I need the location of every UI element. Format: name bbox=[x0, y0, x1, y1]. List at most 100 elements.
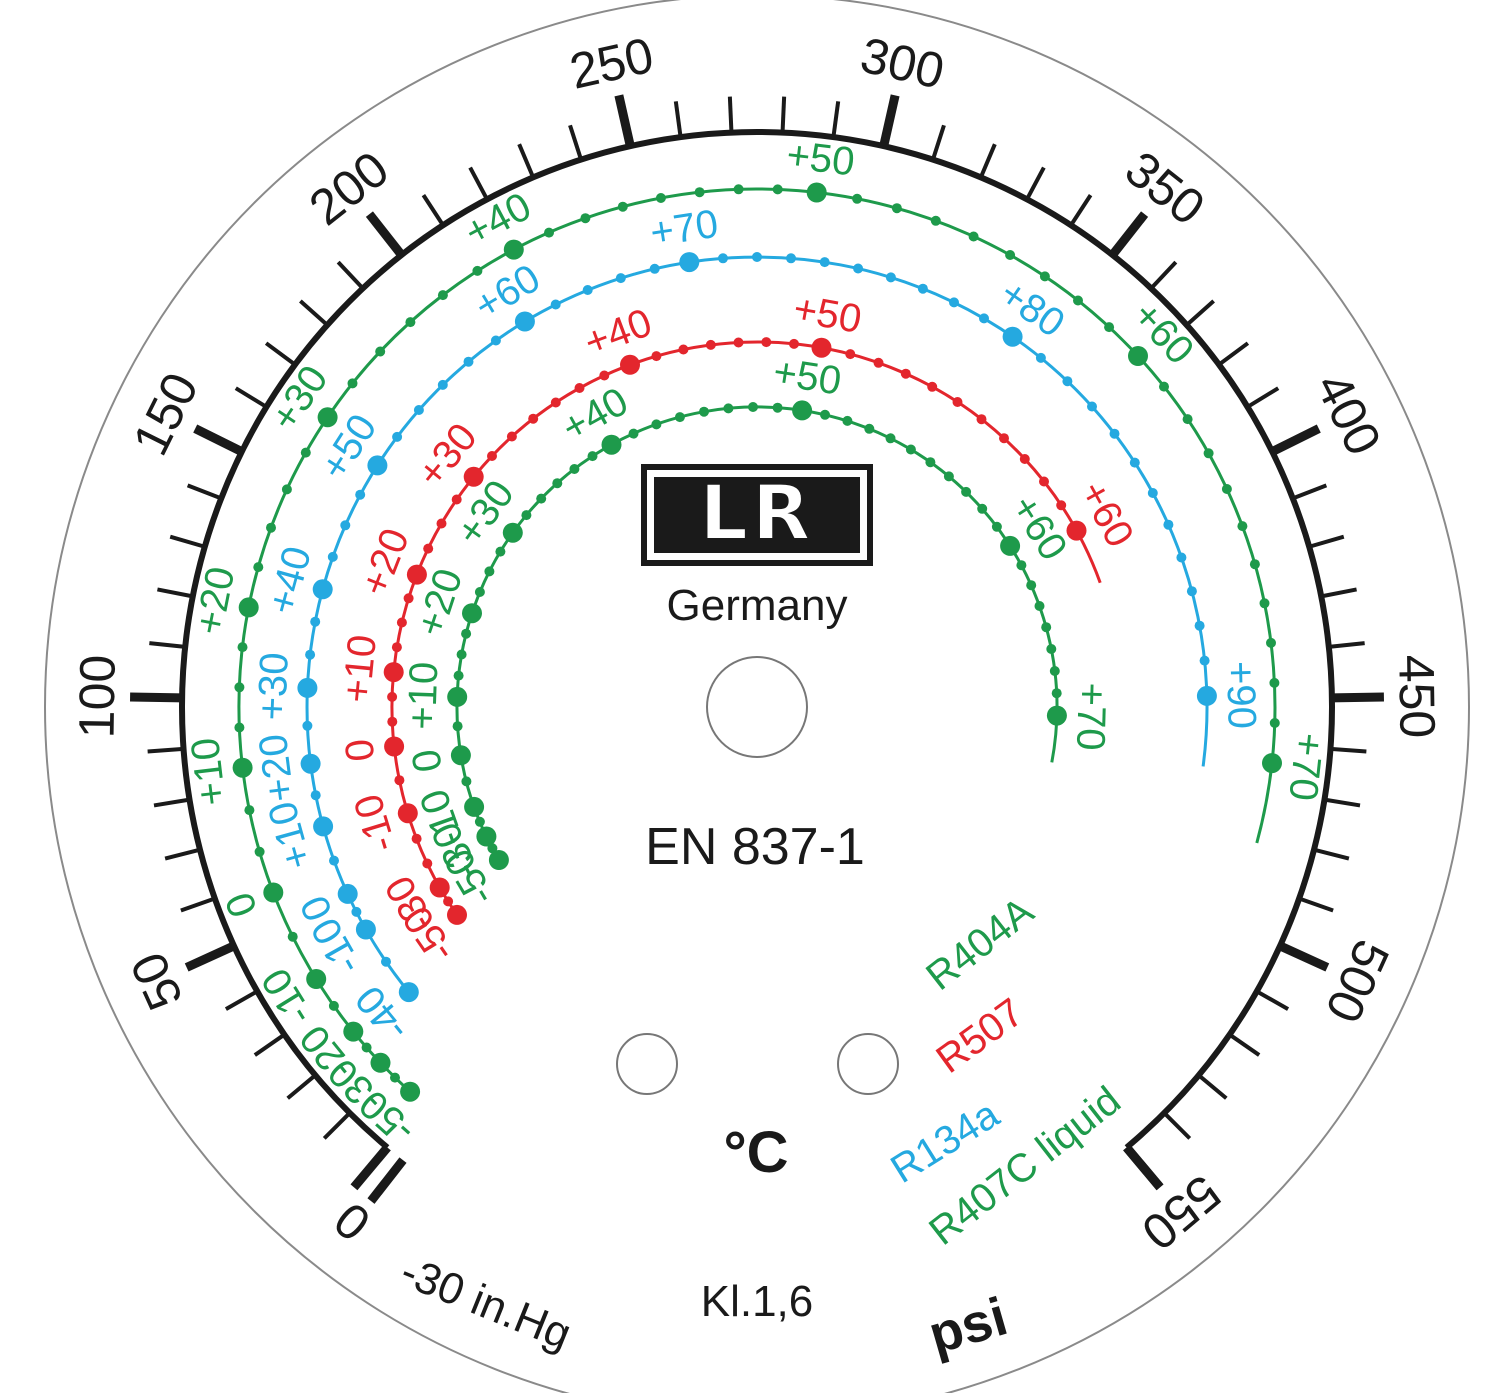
psi-minor-tick bbox=[780, 96, 787, 133]
ring-minor-dot bbox=[772, 184, 783, 195]
psi-label-100: 100 bbox=[68, 654, 125, 738]
ring-point bbox=[370, 1052, 391, 1073]
ring-minor-dot bbox=[392, 431, 403, 442]
ring-minor-dot bbox=[678, 344, 689, 355]
psi-minor-tick bbox=[157, 587, 194, 599]
ring-minor-dot bbox=[842, 415, 853, 426]
ring-arc-r407c-liquid bbox=[237, 187, 1277, 1093]
logo-plate bbox=[654, 477, 860, 553]
ring-minor-dot bbox=[587, 451, 598, 462]
ring-minor-dot bbox=[387, 691, 398, 702]
psi-minor-tick bbox=[322, 1111, 352, 1140]
ring-minor-dot bbox=[1176, 552, 1187, 563]
ring-point bbox=[1066, 520, 1087, 541]
ring-minor-dot bbox=[396, 617, 407, 628]
ring-point bbox=[398, 982, 419, 1003]
psi-minor-tick bbox=[1313, 847, 1350, 861]
ring-minor-dot bbox=[1259, 598, 1270, 609]
ring-arc-r507 bbox=[390, 340, 1102, 916]
ring-label: +70 bbox=[1280, 731, 1331, 803]
psi-major-tick bbox=[1270, 424, 1321, 456]
ring-point bbox=[488, 850, 509, 870]
center-hub bbox=[706, 656, 808, 758]
ring-point bbox=[476, 826, 497, 847]
ring-point bbox=[397, 803, 418, 824]
ring-minor-dot bbox=[599, 370, 610, 381]
psi-minor-tick bbox=[1162, 1111, 1192, 1140]
ring-minor-dot bbox=[300, 447, 311, 458]
ring-minor-dot bbox=[1005, 250, 1016, 260]
ring-minor-dot bbox=[1186, 586, 1197, 597]
ring-minor-dot bbox=[375, 346, 386, 357]
ring-minor-dot bbox=[329, 855, 339, 866]
ring-minor-dot bbox=[394, 775, 405, 786]
ring-minor-dot bbox=[968, 231, 979, 242]
ring-point bbox=[447, 686, 468, 707]
psi-minor-tick bbox=[978, 143, 997, 179]
ring-minor-dot bbox=[552, 478, 563, 489]
psi-minor-tick bbox=[1025, 166, 1046, 201]
psi-minor-tick bbox=[1246, 386, 1280, 409]
psi-major-tick bbox=[350, 1144, 391, 1191]
ring-minor-dot bbox=[1129, 457, 1140, 468]
ring-minor-dot bbox=[723, 403, 734, 414]
ring-minor-dot bbox=[733, 337, 744, 348]
ring-minor-dot bbox=[1182, 414, 1193, 425]
psi-minor-tick bbox=[727, 96, 734, 133]
ring-point bbox=[1000, 535, 1021, 556]
psi-minor-tick bbox=[517, 143, 536, 179]
ring-minor-dot bbox=[472, 265, 483, 276]
ring-label: +50 bbox=[770, 350, 844, 404]
ring-minor-dot bbox=[453, 670, 464, 681]
ring-minor-dot bbox=[451, 494, 462, 505]
ring-label: +90 bbox=[1218, 661, 1264, 730]
standard-label: EN 837-1 bbox=[645, 818, 865, 876]
ring-minor-dot bbox=[474, 816, 485, 827]
ring-minor-dot bbox=[310, 790, 321, 801]
ring-minor-dot bbox=[1266, 637, 1276, 648]
ring-minor-dot bbox=[351, 906, 362, 917]
ring-point bbox=[383, 662, 404, 683]
ring-minor-dot bbox=[705, 339, 716, 350]
ring-minor-dot bbox=[411, 833, 422, 844]
ring-point bbox=[1262, 753, 1282, 774]
ring-minor-dot bbox=[244, 805, 255, 816]
psi-minor-tick bbox=[1324, 797, 1361, 808]
ring-minor-dot bbox=[550, 397, 561, 408]
ring-minor-dot bbox=[361, 1042, 372, 1053]
psi-minor-tick bbox=[1149, 260, 1178, 290]
ring-minor-dot bbox=[991, 521, 1002, 532]
psi-minor-tick bbox=[264, 341, 297, 367]
ring-minor-dot bbox=[1104, 322, 1115, 333]
ring-point bbox=[601, 434, 622, 455]
ring-point bbox=[317, 407, 338, 428]
ring-minor-dot bbox=[287, 931, 298, 942]
psi-minor-tick bbox=[299, 299, 329, 327]
psi-label-450: 450 bbox=[1388, 654, 1445, 738]
ring-minor-dot bbox=[310, 616, 321, 627]
ring-label: +70 bbox=[647, 202, 721, 256]
ring-minor-dot bbox=[391, 642, 402, 653]
ring-minor-dot bbox=[328, 1000, 339, 1011]
ring-minor-dot bbox=[254, 846, 265, 857]
psi-scale-arc bbox=[179, 129, 1335, 1150]
ring-minor-dot bbox=[961, 486, 972, 497]
ring-minor-dot bbox=[718, 253, 728, 264]
ring-point bbox=[306, 969, 327, 989]
ring-minor-dot bbox=[355, 489, 366, 500]
ring-minor-dot bbox=[873, 357, 884, 368]
ring-label: +10 bbox=[400, 661, 446, 730]
ring-label: +50 bbox=[784, 133, 856, 185]
psi-minor-tick bbox=[1228, 1032, 1261, 1057]
ring-minor-dot bbox=[999, 433, 1009, 444]
ring-point bbox=[464, 796, 485, 817]
psi-minor-tick bbox=[1217, 341, 1250, 367]
ring-point bbox=[313, 816, 334, 837]
ring-minor-dot bbox=[536, 493, 547, 504]
ring-minor-dot bbox=[864, 423, 875, 434]
ring-minor-dot bbox=[390, 1072, 400, 1083]
ring-minor-dot bbox=[490, 335, 501, 346]
logo-text: LR bbox=[700, 468, 815, 557]
ring-minor-dot bbox=[1062, 376, 1073, 387]
